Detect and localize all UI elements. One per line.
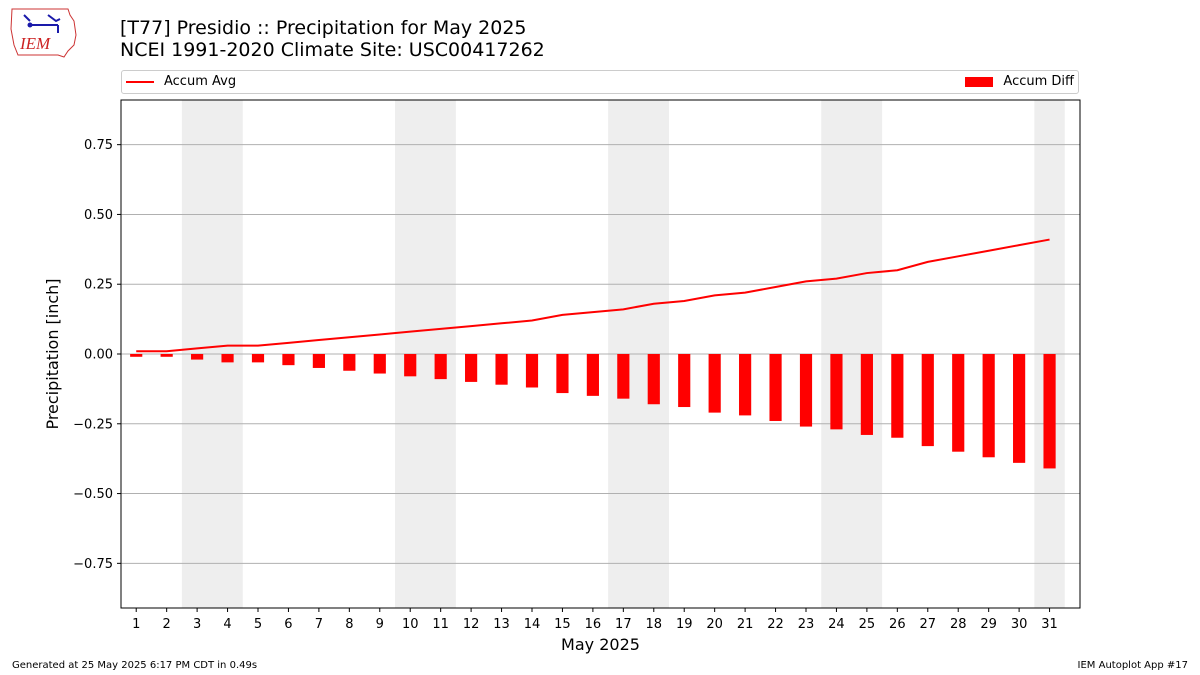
x-tick-label: 16 bbox=[585, 617, 602, 632]
y-tick-label: 0.50 bbox=[84, 208, 113, 223]
bar-day-25 bbox=[860, 354, 873, 435]
bar-day-16 bbox=[586, 354, 599, 396]
y-tick-label: 0.75 bbox=[84, 138, 113, 153]
bar-day-23 bbox=[799, 354, 813, 427]
x-tick-label: 15 bbox=[554, 617, 571, 632]
x-tick-label: 10 bbox=[402, 617, 419, 632]
legend-item-accum-avg: Accum Avg bbox=[126, 74, 236, 89]
title-line-2: NCEI 1991-2020 Climate Site: USC00417262 bbox=[120, 39, 545, 61]
x-tick-label: 14 bbox=[524, 617, 541, 632]
bar-day-27 bbox=[921, 354, 934, 447]
bar-day-2 bbox=[160, 354, 173, 357]
bar-day-30 bbox=[1013, 354, 1026, 463]
x-tick-label: 29 bbox=[980, 617, 997, 632]
plot-frame bbox=[120, 99, 1081, 609]
x-tick-label: 24 bbox=[828, 617, 845, 632]
x-tick-label: 5 bbox=[254, 617, 262, 632]
iem-logo-icon: IEM bbox=[10, 8, 77, 58]
bar-day-7 bbox=[312, 354, 325, 368]
bar-day-12 bbox=[465, 354, 478, 382]
bar-day-6 bbox=[282, 354, 295, 366]
bar-day-8 bbox=[343, 354, 356, 371]
bar-day-3 bbox=[191, 354, 204, 360]
x-tick-label: 6 bbox=[284, 617, 292, 632]
y-tick-label: −0.75 bbox=[73, 557, 113, 572]
footer-app-id: IEM Autoplot App #17 bbox=[1077, 660, 1188, 671]
bar-day-19 bbox=[678, 354, 691, 408]
bar-day-10 bbox=[404, 354, 417, 377]
x-tick-label: 12 bbox=[463, 617, 480, 632]
bar-day-4 bbox=[221, 354, 234, 363]
x-tick-label: 26 bbox=[889, 617, 906, 632]
bar-day-18 bbox=[647, 354, 660, 405]
y-tick-label: −0.50 bbox=[73, 487, 113, 502]
legend-label-accum-diff: Accum Diff bbox=[1003, 74, 1074, 89]
x-tick-label: 1 bbox=[132, 617, 140, 632]
x-tick-label: 27 bbox=[920, 617, 937, 632]
bar-day-17 bbox=[617, 354, 630, 399]
bar-day-20 bbox=[708, 354, 721, 413]
x-tick-label: 19 bbox=[676, 617, 693, 632]
bar-day-24 bbox=[830, 354, 843, 430]
bar-day-1 bbox=[130, 354, 143, 357]
x-tick-label: 4 bbox=[223, 617, 231, 632]
x-tick-label: 28 bbox=[950, 617, 967, 632]
bar-day-9 bbox=[373, 354, 386, 374]
svg-text:IEM: IEM bbox=[19, 34, 51, 53]
x-tick-label: 11 bbox=[432, 617, 449, 632]
x-tick-label: 7 bbox=[315, 617, 323, 632]
legend-label-accum-avg: Accum Avg bbox=[164, 74, 237, 89]
bar-day-31 bbox=[1043, 354, 1056, 469]
footer-generated: Generated at 25 May 2025 6:17 PM CDT in … bbox=[12, 660, 258, 671]
x-tick-label: 31 bbox=[1041, 617, 1058, 632]
accum-avg-line bbox=[136, 238, 1050, 353]
bar-day-29 bbox=[982, 354, 995, 458]
bar-day-15 bbox=[556, 354, 569, 394]
x-tick-label: 23 bbox=[798, 617, 815, 632]
x-tick-label: 22 bbox=[767, 617, 784, 632]
x-tick-label: 30 bbox=[1011, 617, 1028, 632]
legend-item-accum-diff: Accum Diff bbox=[965, 74, 1074, 89]
chart-title: [T77] Presidio :: Precipitation for May … bbox=[120, 17, 545, 61]
y-tick-label: −0.25 bbox=[73, 417, 113, 432]
x-tick-label: 20 bbox=[706, 617, 723, 632]
bar-day-21 bbox=[739, 354, 752, 416]
x-tick-label: 8 bbox=[345, 617, 353, 632]
x-tick-label: 25 bbox=[859, 617, 876, 632]
bar-day-14 bbox=[525, 354, 539, 388]
x-axis-label: May 2025 bbox=[561, 635, 640, 654]
x-tick-label: 17 bbox=[615, 617, 632, 632]
y-tick-label: 0.00 bbox=[84, 348, 113, 363]
y-axis-label: Precipitation [inch] bbox=[43, 278, 62, 429]
bar-day-5 bbox=[251, 354, 265, 363]
legend-bar-swatch bbox=[965, 76, 994, 87]
legend: Accum Avg Accum Diff bbox=[121, 70, 1079, 94]
x-tick-label: 13 bbox=[493, 617, 510, 632]
legend-line-swatch bbox=[126, 80, 154, 83]
x-tick-label: 2 bbox=[163, 617, 171, 632]
x-tick-label: 18 bbox=[646, 617, 663, 632]
bar-day-26 bbox=[891, 354, 904, 438]
x-tick-label: 3 bbox=[193, 617, 201, 632]
bar-day-28 bbox=[952, 354, 965, 452]
bar-day-11 bbox=[434, 354, 447, 380]
x-tick-label: 21 bbox=[737, 617, 754, 632]
x-tick-label: 9 bbox=[376, 617, 384, 632]
bar-day-13 bbox=[495, 354, 508, 385]
bar-day-22 bbox=[769, 354, 782, 421]
y-tick-label: 0.25 bbox=[84, 278, 113, 293]
title-line-1: [T77] Presidio :: Precipitation for May … bbox=[120, 17, 527, 39]
